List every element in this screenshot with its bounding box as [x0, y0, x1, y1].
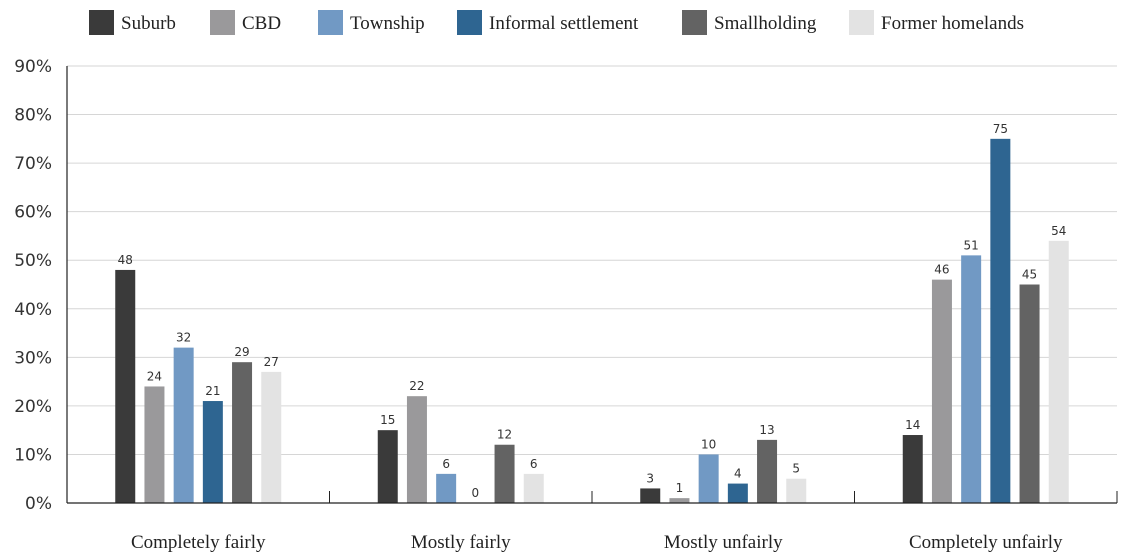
legend-label-informal-settlement: Informal settlement	[489, 13, 639, 34]
legend-swatch-cbd	[210, 10, 235, 35]
value-label-informal-settlement-mostly-fairly: 0	[472, 486, 480, 500]
legend-label-former-homelands: Former homelands	[881, 13, 1024, 34]
legend-swatch-former-homelands	[849, 10, 874, 35]
y-tick-label-0: 0%	[25, 494, 52, 514]
bar-township-completely-fairly	[173, 347, 194, 503]
bar-smallholding-completely-unfairly	[1019, 284, 1040, 503]
value-label-informal-settlement-completely-fairly: 21	[205, 384, 220, 398]
value-label-former-homelands-mostly-fairly: 6	[530, 457, 538, 471]
bar-suburb-mostly-unfairly	[640, 488, 661, 503]
value-label-informal-settlement-completely-unfairly: 75	[993, 122, 1008, 136]
y-tick-label-50: 50%	[14, 251, 52, 271]
legend-label-township: Township	[350, 13, 425, 34]
y-tick-label-10: 10%	[14, 445, 52, 465]
legend-swatch-smallholding	[682, 10, 707, 35]
value-label-former-homelands-mostly-unfairly: 5	[792, 462, 800, 476]
value-label-informal-settlement-mostly-unfairly: 4	[734, 467, 742, 481]
legend-swatch-suburb	[89, 10, 114, 35]
bar-former-homelands-completely-unfairly	[1048, 240, 1069, 504]
value-label-suburb-mostly-unfairly: 3	[646, 471, 654, 485]
value-label-township-completely-unfairly: 51	[964, 238, 979, 252]
value-label-suburb-completely-unfairly: 14	[905, 418, 920, 432]
bar-suburb-completely-unfairly	[902, 435, 923, 503]
category-label-completely-fairly: Completely fairly	[131, 532, 266, 553]
bars	[115, 138, 1069, 504]
bar-former-homelands-completely-fairly	[261, 371, 282, 503]
bar-smallholding-completely-fairly	[232, 362, 253, 503]
value-label-former-homelands-completely-fairly: 27	[264, 355, 279, 369]
value-label-former-homelands-completely-unfairly: 54	[1051, 224, 1066, 238]
y-tick-label-90: 90%	[14, 57, 52, 77]
y-tick-label-60: 60%	[14, 203, 52, 223]
value-label-suburb-mostly-fairly: 15	[380, 413, 395, 427]
bar-township-mostly-fairly	[436, 473, 457, 503]
y-tick-label-20: 20%	[14, 397, 52, 417]
bar-cbd-mostly-fairly	[406, 396, 427, 503]
bar-township-mostly-unfairly	[698, 454, 719, 503]
bar-former-homelands-mostly-fairly	[523, 473, 544, 503]
bar-township-completely-unfairly	[961, 255, 982, 503]
bar-smallholding-mostly-unfairly	[757, 439, 778, 503]
value-label-cbd-completely-unfairly: 46	[934, 263, 949, 277]
legend-swatch-township	[318, 10, 343, 35]
bar-informal-settlement-completely-fairly	[202, 401, 223, 503]
legend-label-suburb: Suburb	[121, 13, 176, 34]
y-tick-label-40: 40%	[14, 300, 52, 320]
value-label-smallholding-completely-fairly: 29	[234, 345, 249, 359]
y-tick-label-30: 30%	[14, 348, 52, 368]
y-tick-label-70: 70%	[14, 154, 52, 174]
bar-smallholding-mostly-fairly	[494, 444, 515, 503]
value-label-cbd-mostly-unfairly: 1	[676, 481, 684, 495]
value-label-cbd-completely-fairly: 24	[147, 369, 162, 383]
legend-label-smallholding: Smallholding	[714, 13, 817, 34]
y-axis-ticks: 0% 10% 20% 30% 40% 50% 60% 70% 80% 90%	[14, 57, 52, 514]
value-label-township-mostly-unfairly: 10	[701, 437, 716, 451]
value-label-smallholding-mostly-fairly: 12	[497, 428, 512, 442]
bar-suburb-mostly-fairly	[377, 430, 398, 503]
bar-suburb-completely-fairly	[115, 269, 136, 503]
bar-cbd-completely-fairly	[144, 386, 165, 503]
value-label-township-mostly-fairly: 6	[442, 457, 450, 471]
bar-former-homelands-mostly-unfairly	[786, 478, 807, 503]
category-label-mostly-unfairly: Mostly unfairly	[664, 532, 783, 553]
y-tick-label-80: 80%	[14, 106, 52, 126]
value-label-cbd-mostly-fairly: 22	[409, 379, 424, 393]
gridlines	[67, 65, 1117, 455]
legend-label-cbd: CBD	[242, 13, 281, 34]
value-label-township-completely-fairly: 32	[176, 331, 191, 345]
bar-informal-settlement-mostly-unfairly	[727, 483, 748, 503]
value-label-suburb-completely-fairly: 48	[118, 253, 133, 267]
value-labels: 48 24 32 21 29 27 15 22 6 0 12 6 3 1 10 4 13 5 14 46 51 75 45 5…	[118, 122, 1067, 500]
legend: Suburb CBD Township Informal settlement Smal…	[89, 10, 1024, 35]
legend-swatch-informal-settlement	[457, 10, 482, 35]
value-label-smallholding-mostly-unfairly: 13	[759, 423, 774, 437]
value-label-smallholding-completely-unfairly: 45	[1022, 268, 1037, 282]
axes	[66, 66, 1118, 504]
category-label-mostly-fairly: Mostly fairly	[411, 532, 511, 553]
bar-cbd-mostly-unfairly	[669, 498, 690, 503]
category-labels: Completely fairly Mostly fairly Mostly unf…	[131, 532, 1063, 553]
bar-cbd-completely-unfairly	[931, 279, 952, 503]
bar-informal-settlement-completely-unfairly	[990, 138, 1011, 504]
category-label-completely-unfairly: Completely unfairly	[909, 532, 1063, 553]
